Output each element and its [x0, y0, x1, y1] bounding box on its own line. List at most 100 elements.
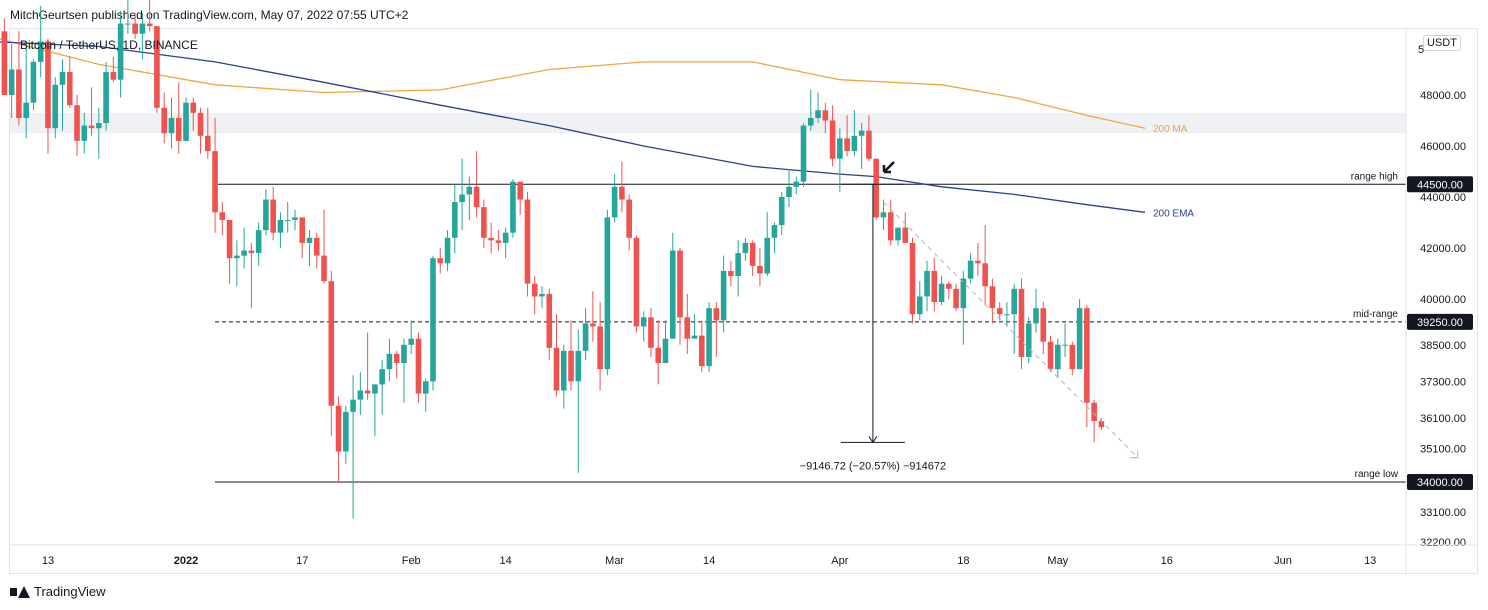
candle[interactable]	[190, 97, 197, 131]
candle[interactable]	[510, 179, 516, 238]
candle[interactable]	[989, 278, 996, 324]
candle[interactable]	[437, 248, 444, 274]
candle[interactable]	[335, 396, 342, 482]
candle[interactable]	[343, 405, 349, 464]
candle[interactable]	[916, 281, 923, 321]
candle[interactable]	[1033, 288, 1039, 333]
candle[interactable]	[481, 199, 487, 248]
candle[interactable]	[270, 186, 276, 241]
candle[interactable]	[866, 115, 872, 162]
candle[interactable]	[1055, 338, 1061, 379]
candle[interactable]	[81, 112, 88, 154]
candle[interactable]	[212, 117, 218, 233]
candle[interactable]	[1076, 299, 1083, 370]
candle[interactable]	[466, 176, 473, 220]
candle[interactable]	[924, 260, 930, 312]
candle[interactable]	[1098, 417, 1105, 431]
candle[interactable]	[1018, 278, 1025, 370]
candle[interactable]	[807, 89, 814, 131]
candle[interactable]	[728, 260, 734, 287]
candle[interactable]	[1011, 283, 1018, 354]
candle[interactable]	[895, 227, 901, 246]
candle[interactable]	[539, 286, 545, 309]
candle[interactable]	[132, 13, 138, 39]
candle[interactable]	[393, 350, 400, 379]
candle[interactable]	[619, 161, 625, 213]
candle[interactable]	[234, 240, 240, 287]
candle[interactable]	[30, 59, 37, 111]
candle[interactable]	[183, 97, 189, 141]
candle[interactable]	[197, 107, 204, 154]
candle[interactable]	[815, 92, 821, 124]
candle[interactable]	[37, 5, 44, 78]
candle[interactable]	[851, 110, 858, 157]
candle[interactable]	[684, 293, 691, 354]
candle[interactable]	[23, 41, 29, 139]
candle[interactable]	[793, 176, 800, 195]
candle[interactable]	[575, 329, 582, 473]
candle[interactable]	[858, 123, 865, 169]
candle[interactable]	[742, 237, 749, 261]
candle[interactable]	[175, 82, 182, 154]
candle[interactable]	[677, 248, 683, 345]
candle[interactable]	[771, 222, 778, 254]
candle[interactable]	[45, 38, 51, 154]
candle[interactable]	[74, 95, 80, 157]
currency-badge[interactable]: USDT	[1423, 35, 1461, 51]
candle[interactable]	[88, 87, 95, 136]
candle[interactable]	[415, 332, 422, 403]
candle[interactable]	[880, 199, 887, 231]
candle[interactable]	[1091, 399, 1097, 443]
candle[interactable]	[960, 270, 967, 345]
candle[interactable]	[364, 332, 371, 400]
candle[interactable]	[764, 212, 770, 277]
candle[interactable]	[125, 0, 131, 34]
candle[interactable]	[648, 308, 654, 357]
candle[interactable]	[321, 209, 327, 284]
candle[interactable]	[161, 92, 168, 144]
candle[interactable]	[452, 184, 458, 254]
candle[interactable]	[255, 222, 262, 266]
candle[interactable]	[350, 375, 356, 519]
candle[interactable]	[502, 227, 509, 259]
candle[interactable]	[713, 302, 720, 357]
candle[interactable]	[691, 314, 698, 339]
candle[interactable]	[292, 209, 298, 231]
candle[interactable]	[284, 202, 291, 233]
candle[interactable]	[524, 191, 531, 297]
candle[interactable]	[517, 181, 523, 215]
candle[interactable]	[154, 26, 160, 113]
candle[interactable]	[488, 222, 494, 254]
candle[interactable]	[662, 320, 669, 364]
candle[interactable]	[887, 199, 894, 246]
candle[interactable]	[277, 212, 284, 248]
candle[interactable]	[241, 227, 247, 269]
candle[interactable]	[1069, 341, 1076, 376]
candle[interactable]	[422, 378, 429, 412]
candle[interactable]	[1062, 323, 1068, 357]
candle[interactable]	[982, 225, 988, 306]
candle[interactable]	[568, 320, 574, 391]
candle[interactable]	[117, 10, 124, 98]
candle[interactable]	[633, 235, 640, 333]
candle[interactable]	[139, 13, 146, 60]
candle[interactable]	[1040, 302, 1047, 354]
candle[interactable]	[735, 240, 741, 297]
candle[interactable]	[778, 191, 785, 236]
candle[interactable]	[975, 242, 981, 277]
candle[interactable]	[829, 105, 836, 167]
candle[interactable]	[8, 44, 15, 118]
candle[interactable]	[699, 320, 705, 373]
candle[interactable]	[219, 202, 226, 236]
candle[interactable]	[401, 338, 407, 403]
symbol-title[interactable]: Bitcoin / TetherUS, 1D, BINANCE	[20, 38, 198, 52]
candle[interactable]	[597, 302, 603, 391]
candle[interactable]	[546, 288, 553, 360]
candle[interactable]	[299, 217, 306, 259]
candle[interactable]	[837, 128, 843, 192]
candle[interactable]	[604, 209, 611, 376]
candle[interactable]	[110, 56, 117, 83]
candle[interactable]	[248, 242, 255, 309]
candle[interactable]	[873, 158, 879, 220]
